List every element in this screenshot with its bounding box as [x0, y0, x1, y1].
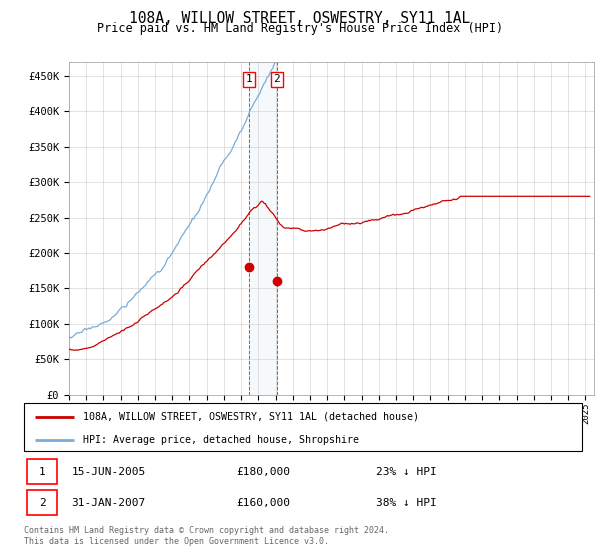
Text: 1: 1	[39, 466, 46, 477]
Text: 2: 2	[274, 74, 280, 85]
Text: £160,000: £160,000	[236, 498, 290, 508]
Text: HPI: Average price, detached house, Shropshire: HPI: Average price, detached house, Shro…	[83, 435, 359, 445]
Text: 23% ↓ HPI: 23% ↓ HPI	[376, 466, 436, 477]
Text: 38% ↓ HPI: 38% ↓ HPI	[376, 498, 436, 508]
FancyBboxPatch shape	[24, 403, 582, 451]
Text: 2: 2	[39, 498, 46, 508]
Text: 1: 1	[245, 74, 253, 85]
FancyBboxPatch shape	[27, 459, 58, 484]
Text: Price paid vs. HM Land Registry's House Price Index (HPI): Price paid vs. HM Land Registry's House …	[97, 22, 503, 35]
Text: 108A, WILLOW STREET, OSWESTRY, SY11 1AL: 108A, WILLOW STREET, OSWESTRY, SY11 1AL	[130, 11, 470, 26]
Text: 15-JUN-2005: 15-JUN-2005	[71, 466, 146, 477]
Text: 108A, WILLOW STREET, OSWESTRY, SY11 1AL (detached house): 108A, WILLOW STREET, OSWESTRY, SY11 1AL …	[83, 412, 419, 422]
FancyBboxPatch shape	[27, 490, 58, 515]
Bar	[249, 62, 277, 395]
Text: Contains HM Land Registry data © Crown copyright and database right 2024.
This d: Contains HM Land Registry data © Crown c…	[24, 526, 389, 546]
Text: 31-JAN-2007: 31-JAN-2007	[71, 498, 146, 508]
Text: £180,000: £180,000	[236, 466, 290, 477]
